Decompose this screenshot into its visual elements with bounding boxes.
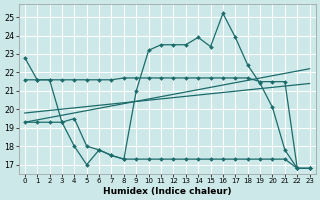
X-axis label: Humidex (Indice chaleur): Humidex (Indice chaleur) (103, 187, 231, 196)
